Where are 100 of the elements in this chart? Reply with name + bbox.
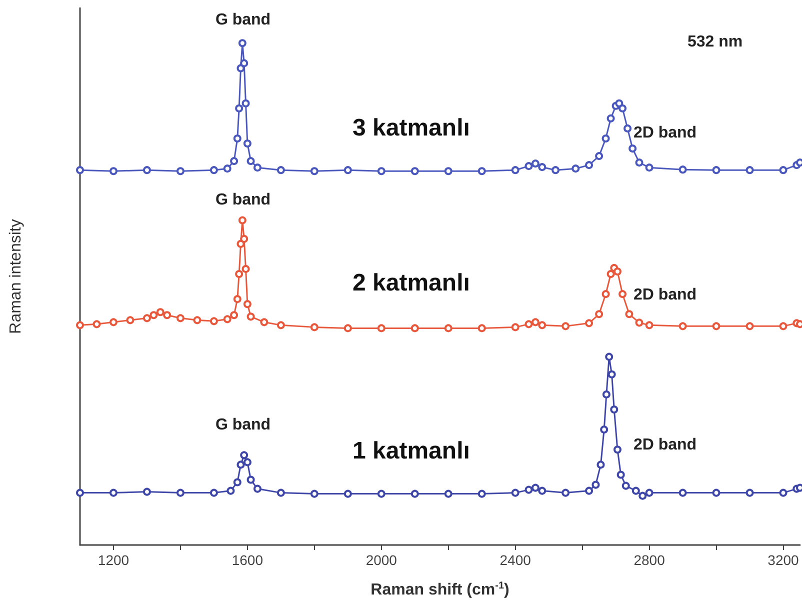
point (242, 99, 250, 108)
point (511, 488, 520, 497)
point (235, 104, 244, 112)
point (76, 166, 84, 174)
text: G band (215, 12, 271, 28)
point (478, 324, 486, 332)
point (344, 490, 352, 498)
point (236, 64, 245, 72)
point (242, 264, 250, 273)
point (602, 290, 610, 298)
x-tick-label: 2000 (366, 552, 398, 568)
point (210, 488, 218, 497)
point (538, 486, 546, 495)
point (109, 167, 118, 176)
point (585, 486, 594, 495)
point (613, 446, 622, 454)
point (92, 320, 101, 328)
annotation: G band (215, 192, 271, 208)
x-tick-label: 2800 (634, 552, 666, 568)
point (678, 322, 687, 330)
point (531, 160, 540, 168)
point (524, 486, 533, 494)
y-axis-title: Raman intensity (8, 219, 24, 334)
point (618, 104, 627, 112)
annotation: 2D band (633, 436, 697, 454)
point (444, 490, 452, 498)
point (310, 323, 318, 332)
point (142, 166, 151, 174)
annotation: G band (215, 416, 271, 434)
point (176, 314, 184, 322)
point (538, 321, 546, 330)
point (76, 488, 84, 497)
point (310, 490, 318, 498)
series-label: 2 katmanlı (352, 270, 470, 297)
point (595, 152, 604, 160)
point (712, 166, 720, 174)
point (624, 124, 632, 132)
point (613, 267, 622, 276)
point (645, 164, 654, 172)
point (142, 488, 151, 496)
point (238, 39, 246, 48)
point (524, 162, 533, 170)
point (524, 320, 533, 328)
point (233, 478, 242, 486)
point (478, 167, 486, 176)
point (635, 158, 644, 167)
point (615, 99, 624, 108)
point (223, 164, 232, 173)
point (142, 314, 151, 322)
point (600, 426, 608, 434)
point (344, 324, 352, 332)
point (746, 166, 754, 174)
point (606, 270, 615, 278)
point (746, 322, 754, 330)
series-label: 3 katmanlı (352, 114, 470, 142)
point (552, 166, 560, 174)
point (606, 114, 615, 122)
point (562, 488, 570, 497)
point (478, 490, 486, 498)
point (233, 295, 242, 304)
point (622, 482, 630, 490)
point (511, 166, 520, 174)
point (678, 166, 687, 174)
point (585, 161, 594, 170)
point (410, 324, 419, 332)
point (595, 310, 604, 318)
point (444, 324, 452, 332)
point (377, 324, 386, 332)
point (531, 318, 540, 326)
point (779, 166, 788, 174)
point (377, 490, 386, 498)
point (616, 470, 625, 479)
point (238, 216, 246, 224)
point (344, 166, 352, 174)
point (276, 166, 285, 174)
annotation: 2D band (633, 286, 697, 304)
point (610, 405, 618, 414)
point (176, 488, 184, 497)
point (243, 140, 252, 148)
point (240, 234, 248, 243)
point (236, 460, 245, 469)
point (253, 484, 262, 493)
point (605, 352, 614, 361)
point (176, 167, 184, 176)
point (163, 311, 172, 320)
point (276, 321, 285, 330)
point (223, 315, 232, 324)
point (156, 308, 164, 316)
point (712, 322, 720, 330)
point (260, 318, 268, 326)
point (638, 492, 647, 500)
point (410, 167, 419, 176)
point (276, 488, 285, 497)
annotation: 2D band (633, 124, 697, 142)
point (410, 490, 419, 498)
point (246, 476, 255, 484)
point (746, 488, 754, 497)
point (109, 488, 118, 497)
point (628, 144, 637, 153)
point (235, 270, 244, 278)
